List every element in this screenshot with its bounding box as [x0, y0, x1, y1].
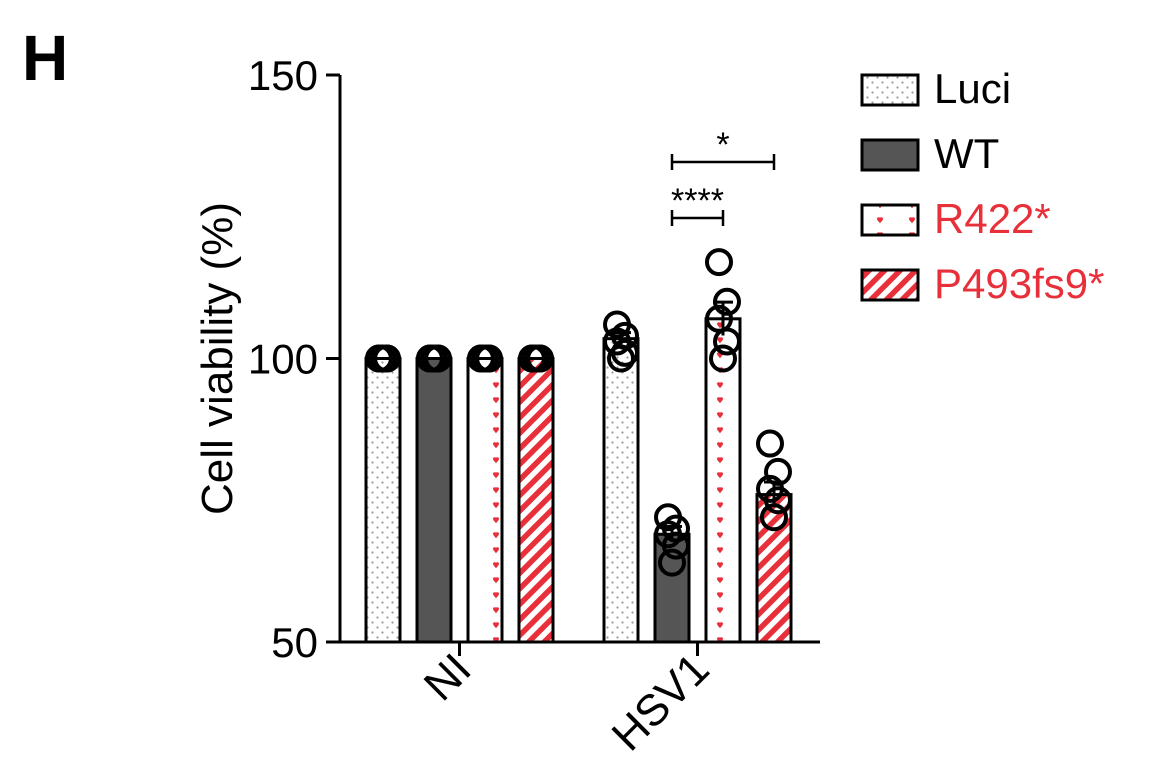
- legend-swatch-r422: [860, 203, 920, 237]
- bar-ni-p493fs9: [517, 357, 555, 644]
- legend-label: WT: [934, 130, 999, 177]
- data-point: [658, 548, 686, 577]
- significance-label: ****: [671, 182, 724, 220]
- data-point: [760, 503, 788, 532]
- bar-ni-r422: [466, 357, 504, 644]
- legend-swatch-p493fs9: [860, 268, 920, 302]
- y-tick-label: 150: [248, 52, 318, 99]
- data-point: [373, 344, 401, 373]
- data-point: [756, 429, 784, 458]
- data-point: [709, 344, 737, 373]
- bars: [364, 300, 793, 644]
- y-axis-label: Cell viability (%): [193, 202, 242, 515]
- legend-swatch-luci: [860, 73, 920, 107]
- significance-annotations: *****: [670, 126, 776, 226]
- legend: Luci WT R422* P493fs9*: [860, 65, 1104, 307]
- data-point: [365, 344, 393, 373]
- bar-ni-luci: [364, 357, 402, 644]
- legend-label: P493fs9*: [934, 260, 1104, 307]
- data-point: [475, 344, 503, 373]
- data-point: [713, 287, 741, 316]
- panel-label: H: [22, 22, 68, 94]
- bar-hsv1-luci: [602, 337, 640, 644]
- data-point: [654, 503, 682, 532]
- data-point: [424, 344, 452, 373]
- data-points: [365, 248, 792, 577]
- data-point: [416, 344, 444, 373]
- bar-ni-wt: [415, 357, 453, 644]
- y-tick-label: 50: [271, 619, 318, 666]
- data-point: [467, 344, 495, 373]
- data-point: [764, 457, 792, 486]
- significance-label: *: [716, 126, 729, 164]
- legend-swatch-wt: [860, 138, 920, 172]
- legend-label: Luci: [934, 65, 1011, 112]
- x-tick-label-hsv1: HSV1: [603, 644, 719, 760]
- data-point: [756, 474, 784, 503]
- data-point: [705, 248, 733, 277]
- data-point: [518, 344, 546, 373]
- y-tick-label: 100: [248, 336, 318, 383]
- x-tick-label-ni: NI: [415, 644, 481, 710]
- data-point: [603, 310, 631, 339]
- bar-hsv1-r422: [704, 317, 742, 644]
- data-point: [705, 304, 733, 333]
- legend-label: R422*: [934, 195, 1051, 242]
- data-point: [526, 344, 554, 373]
